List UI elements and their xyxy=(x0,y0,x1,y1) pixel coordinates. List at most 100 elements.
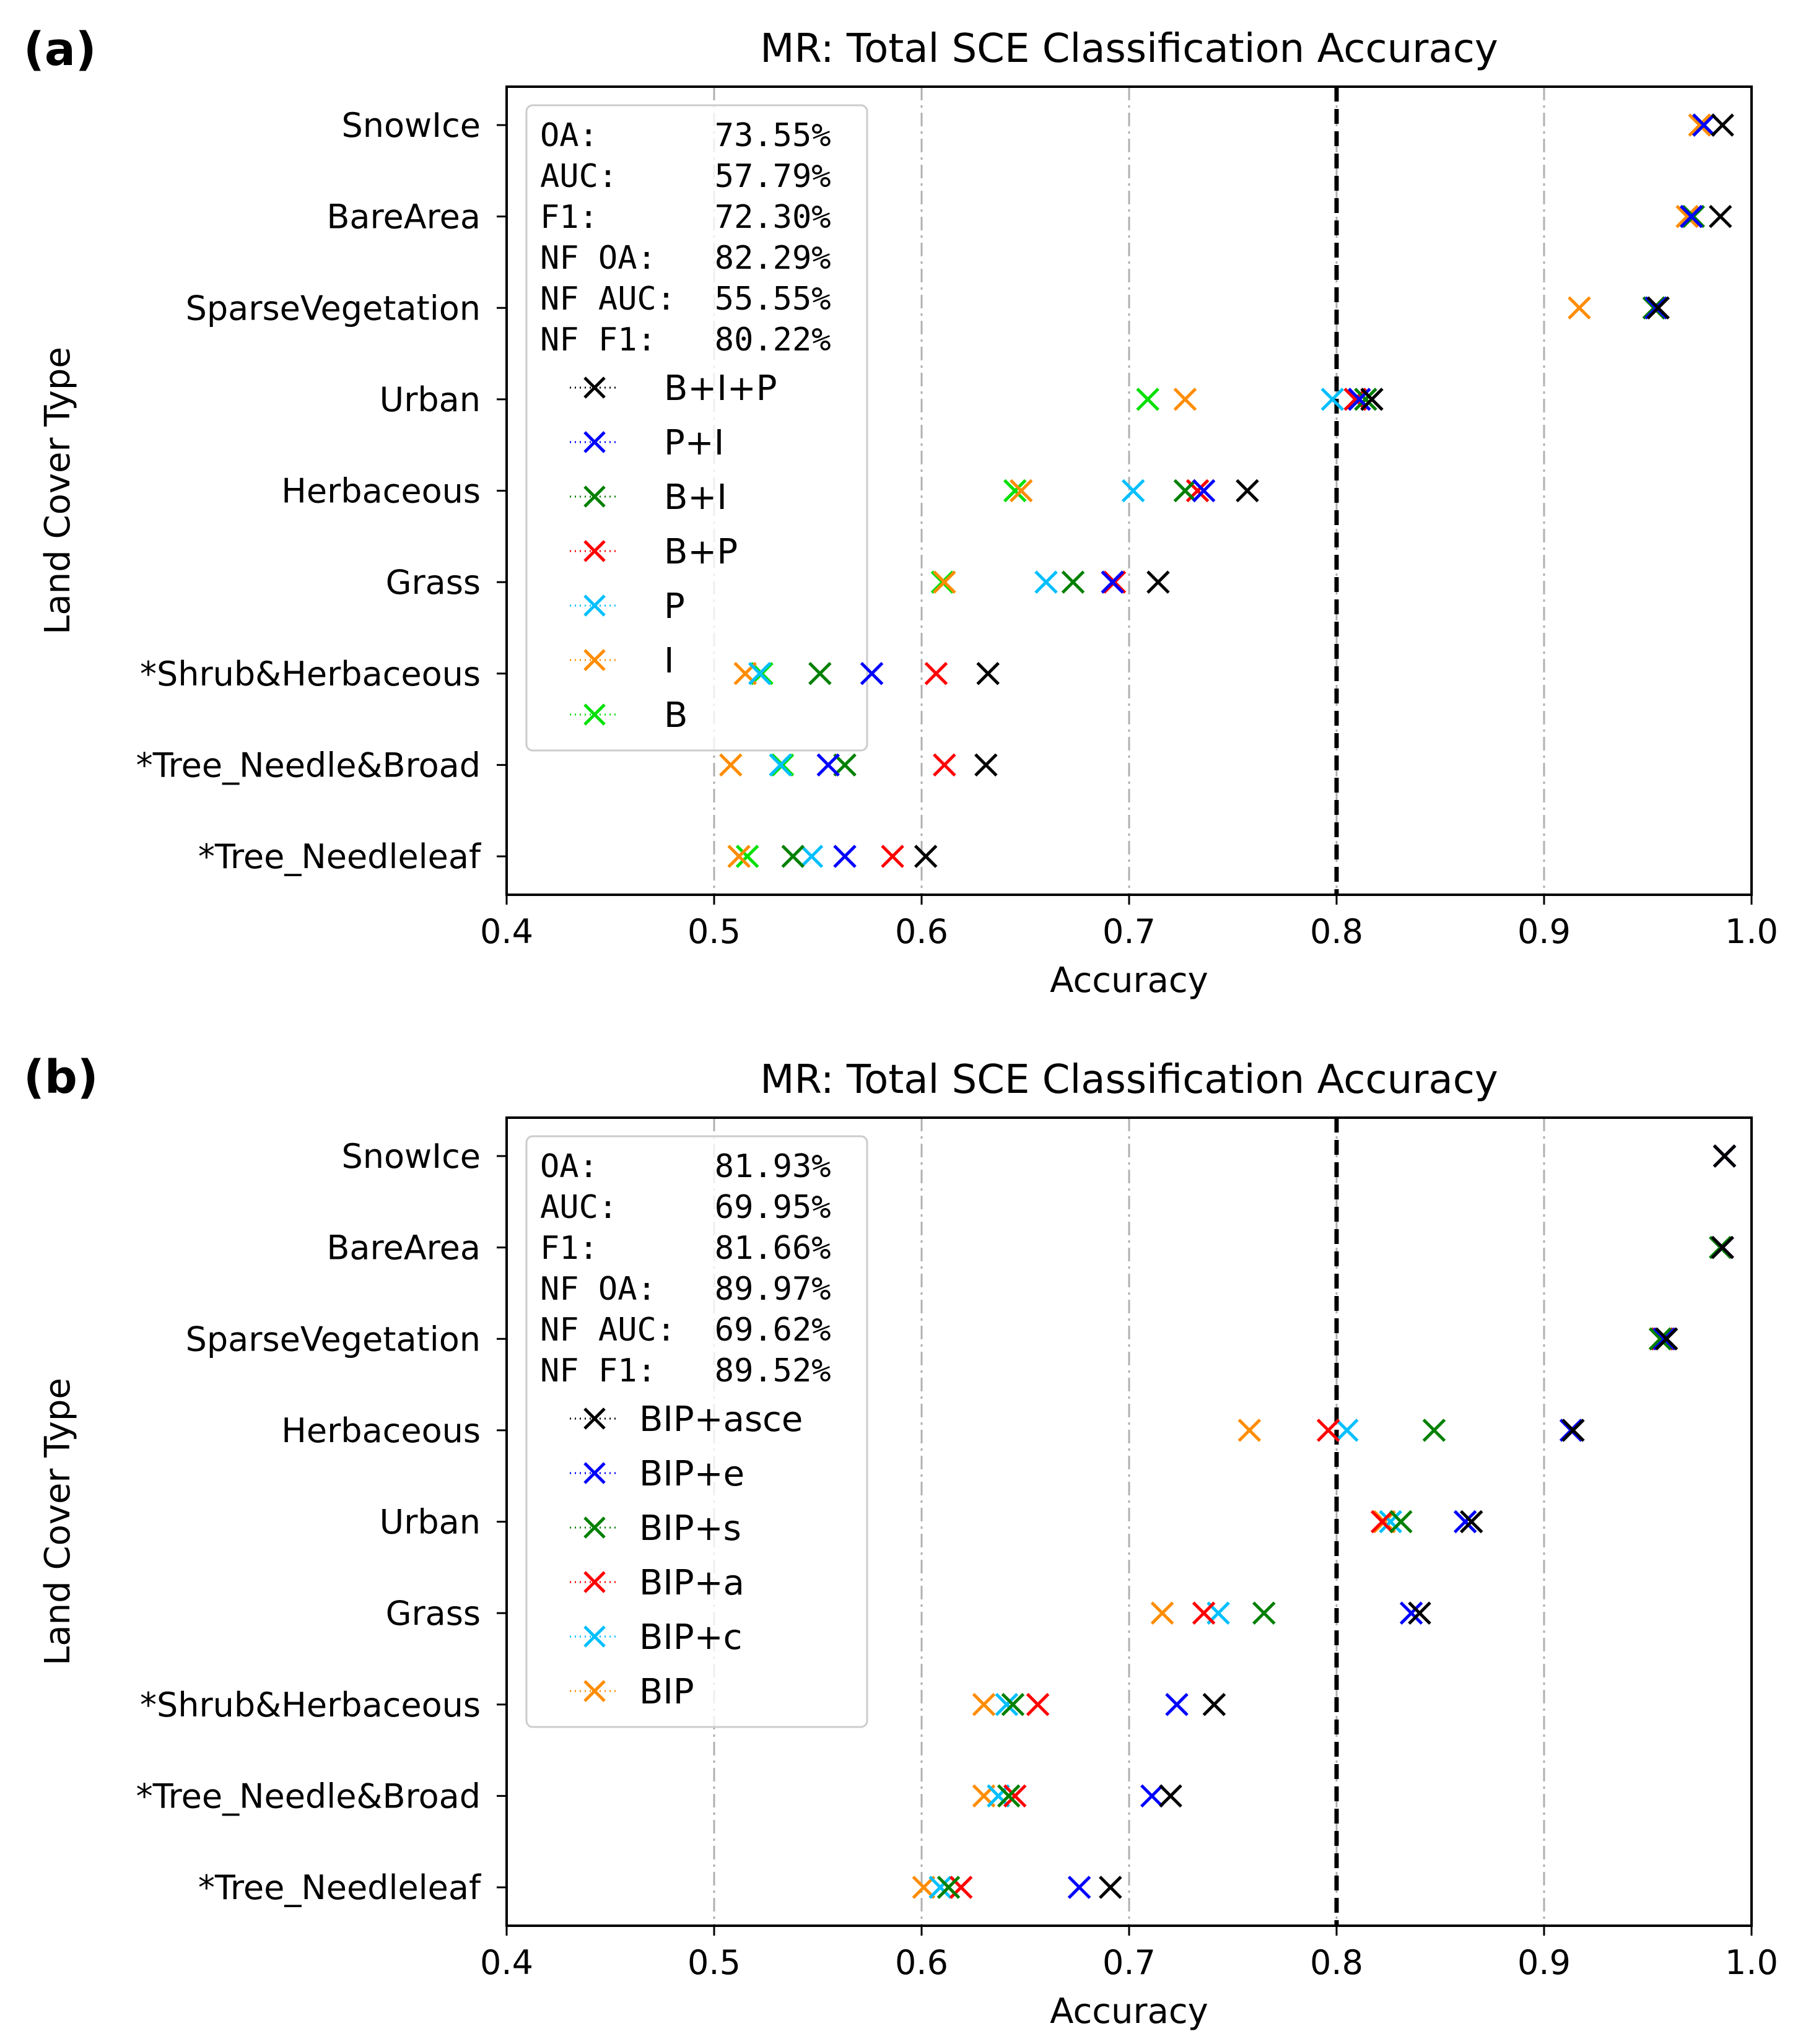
data-point xyxy=(912,1876,936,1899)
legend-marker xyxy=(583,1516,606,1539)
data-point xyxy=(1003,479,1027,503)
data-point xyxy=(1335,1419,1359,1442)
legend-label: B+I xyxy=(664,477,727,518)
panel-label: (b) xyxy=(24,1051,98,1104)
legend-marker xyxy=(583,703,606,726)
legend-marker xyxy=(583,649,606,671)
category-label: SnowIce xyxy=(341,106,481,145)
data-point xyxy=(1121,479,1145,503)
data-point xyxy=(833,753,857,777)
data-point xyxy=(1370,1510,1394,1534)
stat-line: OA: 73.55% xyxy=(540,117,831,154)
data-point xyxy=(1648,1327,1672,1351)
data-point xyxy=(1379,1510,1402,1534)
data-point xyxy=(1010,479,1033,503)
x-tick-label: 0.9 xyxy=(1517,1943,1571,1982)
data-point xyxy=(1688,113,1712,137)
legend-marker xyxy=(583,1625,606,1648)
legend-box xyxy=(525,104,868,752)
data-point xyxy=(924,661,948,685)
legend-box xyxy=(525,1135,868,1728)
data-point xyxy=(1459,1510,1483,1534)
data-point xyxy=(976,661,1000,685)
data-point xyxy=(816,753,840,777)
data-point xyxy=(1140,1784,1164,1808)
stat-line: F1: 72.30% xyxy=(540,199,831,236)
legend: OA: 81.93% AUC: 69.95% F1: 81.66% NF OA: 89… xyxy=(525,1135,868,1728)
legend: OA: 73.55% AUC: 57.79% F1: 72.30% NF OA: 82… xyxy=(525,104,868,752)
category-label: SparseVegetation xyxy=(186,289,481,328)
data-point xyxy=(1646,296,1670,320)
data-point xyxy=(1711,113,1734,137)
x-tick-label: 0.7 xyxy=(1102,1943,1156,1982)
data-point xyxy=(781,845,805,868)
data-point xyxy=(833,845,857,868)
data-point xyxy=(914,845,938,868)
chart-title: MR: Total SCE Classification Accuracy xyxy=(760,26,1498,72)
legend-label: BIP+e xyxy=(639,1454,744,1494)
data-point xyxy=(997,1784,1021,1808)
data-point xyxy=(1568,296,1591,320)
data-point xyxy=(1150,1601,1174,1625)
x-axis: 0.4 0.5 0.6 0.7 0.8 0.9 1.0 xyxy=(480,1926,1778,1982)
data-point xyxy=(1026,1692,1050,1716)
category-label: Urban xyxy=(380,1503,481,1542)
x-axis-label: Accuracy xyxy=(1050,1991,1208,2032)
legend-marker xyxy=(583,540,606,562)
category-label: SnowIce xyxy=(341,1137,481,1176)
data-point xyxy=(1101,570,1124,594)
x-tick-label: 0.8 xyxy=(1310,1943,1363,1982)
data-point xyxy=(1061,570,1085,594)
x-axis: 0.4 0.5 0.6 0.7 0.8 0.9 1.0 xyxy=(480,895,1778,951)
data-point xyxy=(1654,1327,1678,1351)
legend-label: BIP+c xyxy=(639,1617,742,1658)
data-point xyxy=(1003,1784,1027,1808)
data-point xyxy=(1316,1419,1340,1442)
y-axis: SnowIce BareArea SparseVegetation Herbaceou… xyxy=(136,1137,507,1907)
legend-entry: B+I+P xyxy=(570,368,777,409)
x-tick-label: 0.4 xyxy=(480,1943,533,1982)
data-point xyxy=(1173,388,1197,411)
data-point xyxy=(860,661,884,685)
panel-a: (a) MR: Total SCE Classification Accuracy… xyxy=(24,23,1778,1001)
data-point xyxy=(949,1876,973,1899)
data-point xyxy=(1680,204,1703,228)
data-point xyxy=(972,1692,996,1716)
data-point xyxy=(1408,1601,1431,1625)
y-axis-label: Land Cover Type xyxy=(38,347,78,635)
data-point xyxy=(995,1692,1019,1716)
data-point xyxy=(1173,479,1197,503)
chart-title: MR: Total SCE Classification Accuracy xyxy=(760,1057,1498,1103)
legend-entry: B+I xyxy=(570,477,727,518)
legend-label: B+I+P xyxy=(664,368,777,409)
data-point xyxy=(1001,1692,1025,1716)
data-point xyxy=(1146,570,1170,594)
legend-marker xyxy=(583,1680,606,1702)
category-label: BareArea xyxy=(326,1229,481,1268)
stat-line: NF F1: 80.22% xyxy=(540,321,831,359)
legend-entry: BIP xyxy=(570,1672,694,1712)
panel-label: (a) xyxy=(24,23,97,76)
data-point xyxy=(933,753,956,777)
stat-line: NF F1: 89.52% xyxy=(540,1352,831,1389)
category-label: *Tree_Needleleaf xyxy=(198,837,482,876)
category-label: *Shrub&Herbaceous xyxy=(140,1685,481,1724)
x-tick-label: 0.4 xyxy=(480,912,533,951)
category-label: Grass xyxy=(386,1594,481,1633)
data-point xyxy=(1192,1601,1216,1625)
data-point xyxy=(1099,1876,1122,1899)
legend-entry: BIP+c xyxy=(570,1617,742,1658)
x-tick-label: 1.0 xyxy=(1725,1943,1778,1982)
legend-entry: I xyxy=(570,641,674,681)
data-point xyxy=(1136,388,1159,411)
legend-label: BIP+asce xyxy=(639,1399,803,1440)
x-tick-label: 0.7 xyxy=(1102,912,1156,951)
x-tick-label: 0.6 xyxy=(895,1943,948,1982)
legend-marker xyxy=(583,431,606,453)
legend-entry: BIP+e xyxy=(570,1454,744,1494)
data-point xyxy=(1343,388,1367,411)
x-tick-label: 0.8 xyxy=(1310,912,1363,951)
category-label: *Tree_Needle&Broad xyxy=(136,746,481,785)
legend-label: BIP+s xyxy=(639,1508,741,1549)
data-points xyxy=(912,1144,1737,1899)
